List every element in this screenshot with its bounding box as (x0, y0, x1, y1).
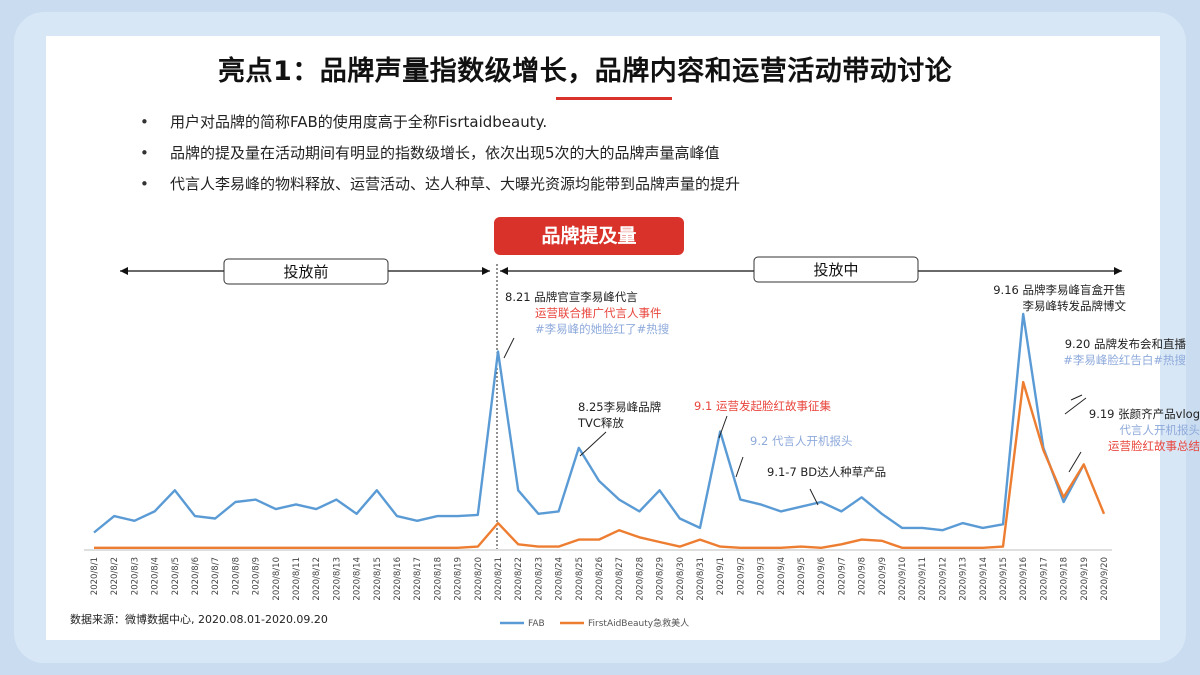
x-tick-label: 2020/9/15 (999, 557, 1009, 601)
x-tick-label: 2020/8/3 (130, 557, 140, 595)
x-tick-label: 2020/8/8 (231, 557, 241, 595)
x-tick-label: 2020/8/26 (595, 557, 605, 601)
x-tick-label: 2020/8/17 (413, 557, 423, 601)
x-tick-label: 2020/8/14 (353, 557, 363, 601)
annotation-text: 8.25李易峰品牌 (578, 400, 661, 414)
x-tick-label: 2020/9/3 (757, 557, 767, 595)
annotation-text: 8.21 品牌官宣李易峰代言 (505, 290, 638, 304)
x-tick-label: 2020/8/24 (555, 557, 565, 601)
x-tick-label: 2020/9/11 (918, 557, 928, 601)
x-tick-label: 2020/9/19 (1080, 557, 1090, 601)
series-line-firstaidbeauty (94, 380, 1106, 549)
data-source-note: 数据来源：微博数据中心, 2020.08.01-2020.09.20 (70, 613, 328, 626)
annotation-text: 李易峰转发品牌博文 (1023, 299, 1127, 313)
during-phase-box (753, 256, 919, 283)
x-tick-label: 2020/9/12 (938, 557, 948, 601)
annotation-leader-line (1068, 451, 1082, 473)
annotation-leader-line (718, 415, 728, 439)
annotation-leader-line (579, 431, 607, 457)
x-tick-label: 2020/8/20 (474, 557, 484, 601)
x-tick-label: 2020/8/22 (514, 557, 524, 601)
series-line-fab (93, 312, 1085, 534)
x-tick-label: 2020/8/13 (332, 557, 342, 601)
annotation-leader-line (503, 337, 515, 359)
x-tick-label: 2020/9/8 (858, 557, 868, 595)
x-tick-label: 2020/8/29 (656, 557, 666, 601)
annotation-text: 9.19 张颜齐产品vlog (1089, 407, 1200, 421)
x-tick-label: 2020/9/16 (1019, 557, 1029, 601)
before-phase-box (223, 258, 389, 285)
x-tick-label: 2020/8/21 (494, 557, 504, 601)
annotation-text: #李易峰的她脸红了#热搜 (535, 322, 670, 336)
x-tick-label: 2020/9/4 (777, 557, 787, 595)
x-tick-label: 2020/8/27 (615, 557, 625, 601)
x-tick-label: 2020/9/13 (959, 557, 969, 601)
x-tick-label: 2020/9/20 (1100, 557, 1110, 601)
x-tick-label: 2020/8/31 (696, 557, 706, 601)
x-tick-label: 2020/9/9 (878, 557, 888, 595)
x-tick-label: 2020/8/28 (635, 557, 645, 601)
annotation-text: #李易峰脸红告白#热搜 (1063, 353, 1186, 367)
x-tick-label: 2020/8/23 (534, 557, 544, 601)
x-tick-label: 2020/8/5 (171, 557, 181, 595)
x-tick-label: 2020/8/9 (252, 557, 262, 595)
annotation-text: 9.2 代言人开机报头 (750, 434, 852, 448)
annotation-text: 9.16 品牌李易峰盲盒开售 (993, 283, 1126, 297)
x-tick-label: 2020/8/4 (151, 557, 161, 595)
legend-label: FirstAidBeauty急救美人 (588, 617, 689, 629)
bullet-list: 用户对品牌的简称FAB的使用度高于全称Fisrtaidbeauty. 品牌的提及… (140, 110, 740, 203)
annotation-leader-line (1064, 397, 1087, 415)
annotation-text: 9.20 品牌发布会和直播 (1065, 337, 1187, 351)
annotation-leader-line (735, 456, 744, 478)
x-tick-label: 2020/9/7 (837, 557, 847, 595)
annotation-text: 9.1 运营发起脸红故事征集 (694, 399, 831, 413)
x-tick-label: 2020/8/12 (312, 557, 322, 601)
x-tick-label: 2020/8/1 (90, 557, 100, 595)
annotation-text: 运营脸红故事总结 (1108, 439, 1200, 453)
x-tick-label: 2020/9/10 (898, 557, 908, 601)
bullet-item: 代言人李易峰的物料释放、运营活动、达人种草、大曝光资源均能带到品牌声量的提升 (140, 172, 740, 203)
x-tick-label: 2020/9/14 (979, 557, 989, 601)
x-tick-label: 2020/8/7 (211, 557, 221, 595)
x-tick-label: 2020/8/16 (393, 557, 403, 601)
x-tick-label: 2020/9/6 (817, 557, 827, 595)
annotation-leader-line (809, 488, 819, 506)
during-phase-label: 投放中 (813, 261, 858, 279)
x-tick-label: 2020/8/19 (454, 557, 464, 601)
legend-label: FAB (528, 619, 545, 629)
x-tick-label: 2020/9/17 (1039, 557, 1049, 601)
x-tick-label: 2020/8/6 (191, 557, 201, 595)
x-tick-label: 2020/9/5 (797, 557, 807, 595)
x-tick-label: 2020/9/1 (716, 557, 726, 595)
x-tick-label: 2020/8/30 (676, 557, 686, 601)
x-tick-label: 2020/8/25 (575, 557, 585, 601)
bullet-item: 用户对品牌的简称FAB的使用度高于全称Fisrtaidbeauty. (140, 110, 740, 141)
title-underline (556, 97, 672, 100)
annotation-text: TVC释放 (577, 416, 624, 430)
x-tick-label: 2020/9/18 (1060, 557, 1070, 601)
annotation-text: 运营联合推广代言人事件 (535, 306, 662, 320)
x-tick-label: 2020/8/2 (110, 557, 120, 595)
before-phase-label: 投放前 (283, 263, 328, 281)
x-tick-label: 2020/9/2 (736, 557, 746, 595)
x-tick-label: 2020/8/15 (373, 557, 383, 601)
x-tick-label: 2020/8/11 (292, 557, 302, 601)
x-tick-label: 2020/8/10 (272, 557, 282, 601)
annotation-text: 代言人开机报头 (1120, 423, 1200, 437)
annotation-text: 9.1-7 BD达人种草产品 (767, 465, 886, 479)
page-title: 亮点1：品牌声量指数级增长，品牌内容和运营活动带动讨论 (218, 56, 953, 87)
chart-header-badge: 品牌提及量 (494, 217, 684, 255)
x-tick-label: 2020/8/18 (433, 557, 443, 601)
bullet-item: 品牌的提及量在活动期间有明显的指数级增长，依次出现5次的大的品牌声量高峰值 (140, 141, 740, 172)
annotation-leader-line (1070, 394, 1083, 401)
